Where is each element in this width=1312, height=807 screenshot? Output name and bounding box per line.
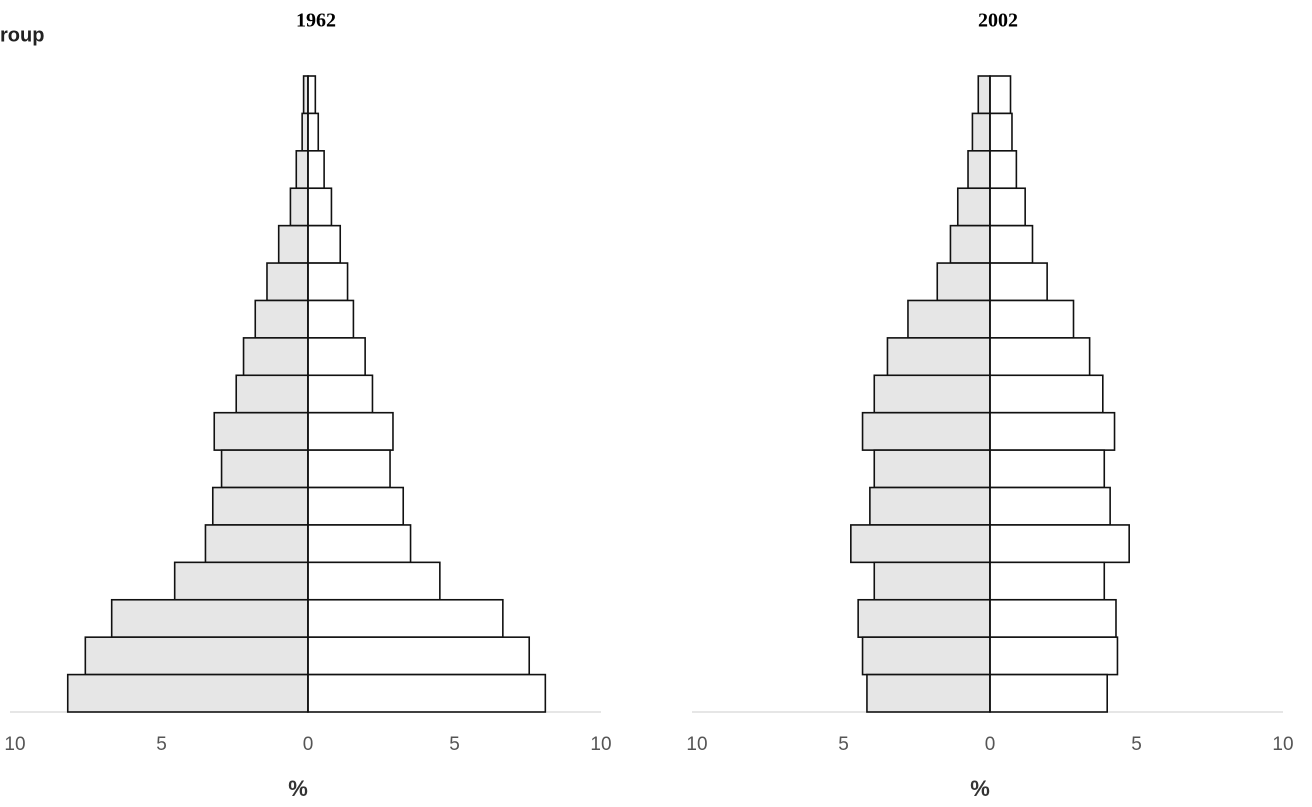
bar (956, 187, 991, 227)
chart-title: 2002 (978, 10, 1018, 32)
bar (242, 337, 309, 377)
bar (307, 299, 355, 339)
bar (235, 374, 309, 414)
bar (850, 524, 991, 564)
x-tick-label: 5 (1131, 734, 1142, 755)
bar (989, 636, 1119, 676)
x-tick-label: 5 (838, 734, 849, 755)
bar (307, 262, 349, 302)
bar (873, 374, 991, 414)
bar (866, 673, 991, 713)
bar (977, 75, 991, 115)
chart-title: 1962 (296, 10, 336, 32)
bar (307, 374, 374, 414)
bar (110, 598, 309, 638)
bar (936, 262, 991, 302)
bar (307, 224, 342, 264)
x-tick-label: 10 (1272, 734, 1293, 755)
bar (907, 299, 991, 339)
x-tick-label: 0 (985, 734, 996, 755)
bar (307, 187, 333, 227)
bar (66, 673, 309, 713)
bar (989, 187, 1026, 227)
bar (307, 411, 394, 451)
x-axis-label: % (970, 776, 990, 801)
bar (989, 262, 1048, 302)
bar (873, 449, 991, 489)
bar (295, 150, 309, 190)
x-tick-label: 10 (590, 734, 611, 755)
bar (989, 299, 1075, 339)
bar (989, 673, 1108, 713)
bar (307, 561, 441, 601)
bar (861, 411, 991, 451)
bar (989, 561, 1106, 601)
bar (307, 673, 547, 713)
bar (220, 449, 309, 489)
bar (989, 112, 1013, 152)
bar (307, 598, 504, 638)
bar (307, 524, 412, 564)
x-tick-label: 10 (4, 734, 25, 755)
bar (989, 411, 1116, 451)
bar (211, 486, 309, 526)
bar (989, 486, 1111, 526)
x-tick-label: 10 (686, 734, 707, 755)
bar (307, 112, 320, 152)
bar (254, 299, 309, 339)
bar (989, 75, 1012, 115)
bar (857, 598, 991, 638)
x-tick-label: 0 (303, 734, 314, 755)
bar (307, 150, 325, 190)
bar (989, 337, 1091, 377)
bar (971, 112, 991, 152)
bar (213, 411, 309, 451)
bar (967, 150, 991, 190)
bar (289, 187, 309, 227)
bar (886, 337, 991, 377)
bar (989, 524, 1130, 564)
bar (873, 561, 991, 601)
bar (989, 374, 1104, 414)
bar (84, 636, 309, 676)
bar (301, 112, 309, 152)
y-axis-label: roup (0, 24, 44, 46)
bar (266, 262, 309, 302)
bar (861, 636, 991, 676)
bar (989, 598, 1117, 638)
bar (989, 449, 1106, 489)
x-axis-label: % (288, 776, 308, 801)
bar (173, 561, 309, 601)
bar (307, 636, 531, 676)
x-tick-label: 5 (449, 734, 460, 755)
x-tick-label: 5 (156, 734, 167, 755)
bar (307, 337, 366, 377)
bar (307, 449, 391, 489)
bar (277, 224, 309, 264)
bar (869, 486, 991, 526)
bar (307, 486, 405, 526)
bar (989, 150, 1018, 190)
bar (989, 224, 1034, 264)
bar (204, 524, 309, 564)
bar (307, 75, 317, 115)
bar (949, 224, 991, 264)
